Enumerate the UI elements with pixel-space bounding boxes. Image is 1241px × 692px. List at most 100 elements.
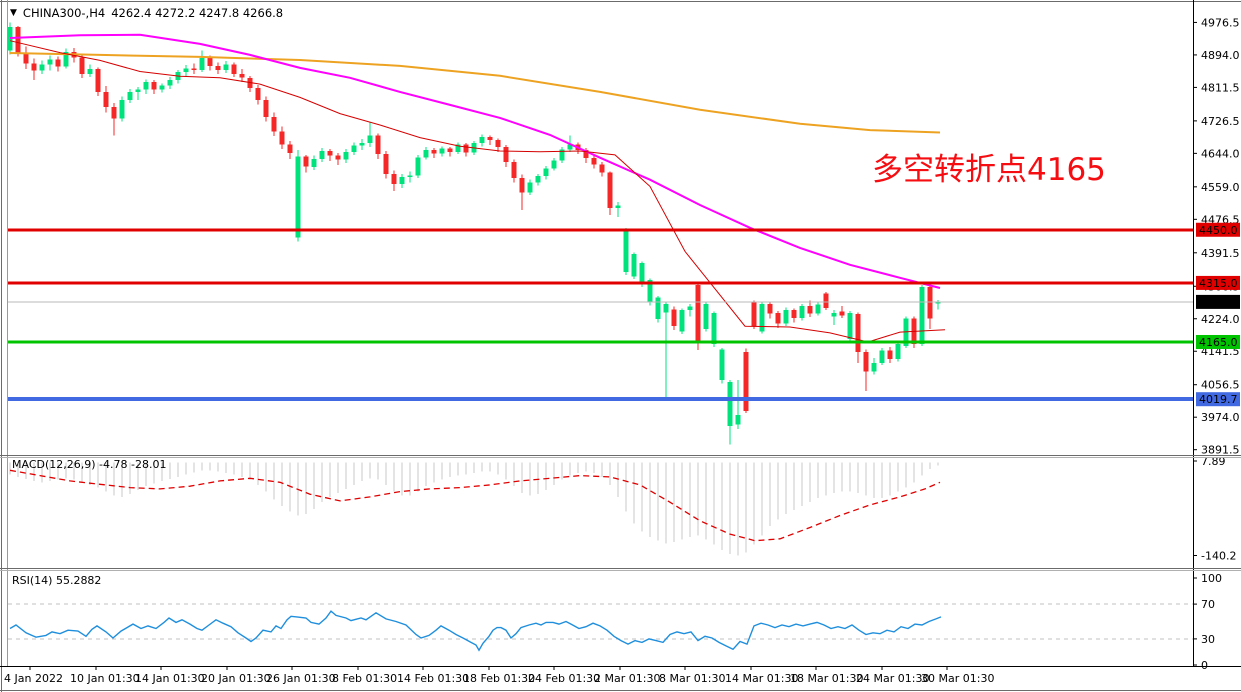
candle-body (655, 297, 661, 319)
candle (183, 65, 189, 77)
candle (671, 306, 677, 331)
candle (503, 145, 509, 167)
candle (359, 139, 365, 151)
time-label: 8 Feb 01:30 (332, 672, 397, 685)
ma-slow-orange (9, 52, 941, 134)
candle (263, 96, 269, 122)
candle (167, 77, 173, 89)
candle (455, 142, 461, 155)
candle-body (687, 306, 693, 310)
macd-signal-line (9, 469, 941, 542)
candle-body (791, 310, 797, 318)
candle (7, 22, 13, 55)
candle (287, 140, 293, 159)
candle (663, 301, 669, 400)
candle (935, 299, 941, 310)
current-price-badge-text: 4266.8 (1199, 296, 1238, 309)
rsi-line (9, 610, 942, 652)
candle (495, 138, 501, 152)
time-label: 14 Mar 01:30 (725, 672, 798, 685)
candle (127, 88, 133, 103)
candle-body (23, 52, 29, 64)
candle-body (263, 99, 269, 118)
candle-body (847, 313, 853, 340)
candle-body (143, 82, 149, 90)
candle-body (775, 313, 781, 324)
candle (871, 358, 877, 375)
candle-body (743, 351, 749, 411)
candle-body (335, 155, 341, 160)
candle (335, 153, 341, 165)
candle (143, 79, 149, 94)
candle-body (727, 381, 733, 426)
candle-body (855, 314, 861, 352)
candle-body (63, 51, 69, 67)
candle (199, 50, 205, 73)
chart-annotation-text: 多空转折点4165 (872, 152, 1106, 188)
time-label: 24 Mar 01:30 (856, 672, 929, 685)
candle-body (895, 344, 901, 359)
candle-body (423, 150, 429, 158)
candle-body (79, 57, 85, 75)
candle-body (823, 293, 829, 308)
candle-body (399, 177, 405, 185)
candle (703, 302, 709, 332)
symbol-ohlc: 4262.4 4272.2 4247.8 4266.8 (111, 6, 284, 20)
candle (919, 284, 925, 346)
candle (431, 147, 437, 159)
candle (839, 306, 845, 318)
candle-body (431, 150, 437, 154)
candle-body (359, 143, 365, 146)
candle (39, 60, 45, 75)
candle (591, 154, 597, 169)
candle-body (327, 151, 333, 156)
candle-body (255, 88, 261, 100)
candle (719, 347, 725, 384)
candle-body (591, 158, 597, 165)
candle-body (351, 145, 357, 152)
candle-body (863, 351, 869, 372)
current-price-badge: 4266.8 (1196, 294, 1240, 309)
candle (519, 174, 525, 211)
candle-body (319, 151, 325, 159)
candle (367, 122, 373, 148)
candle (279, 126, 285, 149)
rsi-axis-label: 100 (1201, 572, 1222, 585)
candle-body (103, 91, 109, 107)
rsi-axis-label: 70 (1201, 598, 1215, 611)
candle-body (567, 144, 573, 150)
level-badge-text: 4450.0 (1199, 224, 1238, 237)
candle (327, 149, 333, 161)
candle (95, 67, 101, 96)
macd-pane: 7.89 -140.2 (9, 455, 1236, 563)
candle-body (919, 286, 925, 344)
price-tick-label: 3891.5 (1201, 444, 1240, 457)
candle (623, 227, 629, 275)
price-tick-label: 3974.0 (1201, 411, 1240, 424)
candle-body (287, 144, 293, 153)
candle-body (831, 313, 837, 317)
symbol-dropdown-icon[interactable]: ▼ (10, 8, 17, 18)
candle-body (111, 106, 117, 119)
candle (383, 151, 389, 179)
symbol-name: CHINA300-,H4 (22, 6, 106, 20)
candle (319, 147, 325, 162)
candle-body (543, 168, 549, 177)
symbol-title: ▼ CHINA300-,H4 4262.4 4272.2 4247.8 4266… (10, 6, 283, 20)
rsi-axis-label: 0 (1201, 659, 1208, 672)
candle-body (215, 65, 221, 70)
level-badge-text: 4165.0 (1199, 336, 1238, 349)
candle (87, 64, 93, 77)
time-label: 14 Jan 01:30 (135, 672, 205, 685)
candle-body (511, 162, 517, 178)
candle-body (7, 27, 13, 51)
candle-body (535, 176, 541, 183)
candle-body (871, 362, 877, 372)
candle-body (135, 89, 141, 92)
candle-body (759, 303, 765, 332)
time-label: 24 Feb 01:30 (528, 672, 600, 685)
candle (487, 135, 493, 146)
candle-body (407, 175, 413, 177)
